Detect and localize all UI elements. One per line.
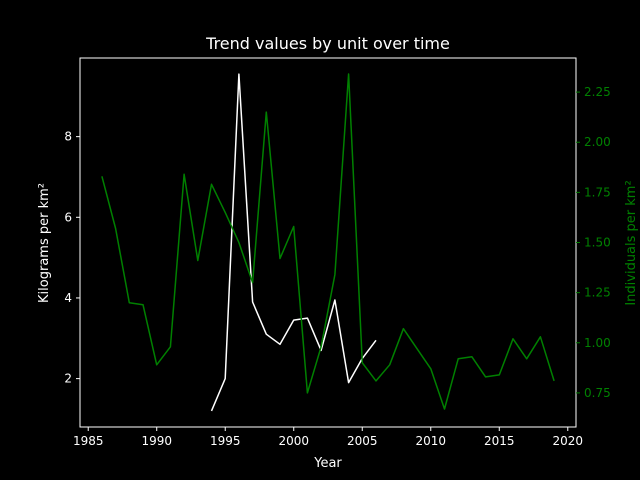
x-tick-label: 2010 [415,434,446,448]
y-left-tick-label: 8 [64,130,72,144]
y-left-tick-label: 6 [64,210,72,224]
x-tick-label: 2020 [553,434,584,448]
y-axis-left-label: Kilograms per km² [37,183,52,303]
y-left-tick-label: 4 [64,291,72,305]
x-tick-label: 2015 [484,434,515,448]
x-axis-label: Year [313,456,342,471]
y-right-tick-label: 2.00 [584,135,611,149]
x-tick-label: 1985 [73,434,104,448]
y-right-tick-label: 2.25 [584,85,611,99]
y-axis-right-label: Individuals per km² [624,180,639,305]
x-tick-label: 2000 [278,434,309,448]
x-tick-label: 2005 [347,434,378,448]
series-line-right [101,73,555,410]
chart-title: Trend values by unit over time [205,34,450,53]
x-tick-label: 1995 [210,434,241,448]
series-line-left [210,73,377,412]
y-left-tick-label: 2 [64,372,72,386]
y-right-tick-label: 1.25 [584,286,611,300]
y-right-tick-label: 0.75 [584,386,611,400]
y-right-tick-label: 1.00 [584,336,611,350]
y-right-tick-label: 1.75 [584,185,611,199]
plot-area [101,73,555,412]
x-tick-label: 1990 [141,434,172,448]
y-right-tick-label: 1.50 [584,236,611,250]
axes: 1985 1990 1995 2000 2005 2010 2015 2020 2 4 6 8 0.75… [64,57,611,448]
